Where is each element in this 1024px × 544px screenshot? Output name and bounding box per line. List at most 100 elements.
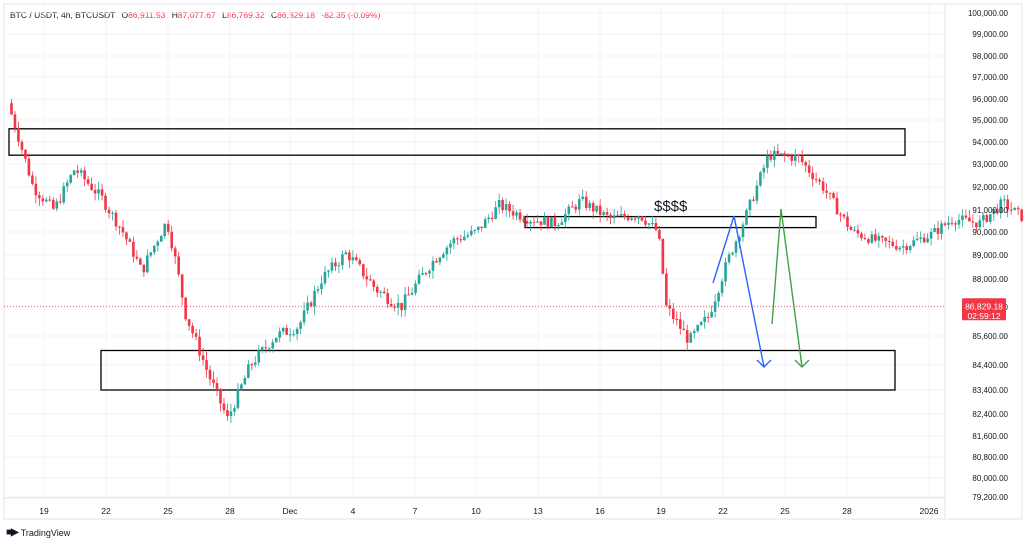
candle-body <box>428 270 431 274</box>
price-tick-label: 79,200.00 <box>972 493 1008 502</box>
candle-body <box>623 213 626 217</box>
candle-body <box>546 217 550 228</box>
candle-body <box>330 262 334 271</box>
candle-body <box>149 252 153 256</box>
candle-body <box>107 209 111 214</box>
candle-body <box>720 281 724 293</box>
candle-body <box>745 210 748 225</box>
candle-body <box>79 170 83 173</box>
candle-body <box>292 334 295 336</box>
candle-body <box>550 217 553 228</box>
candle-body <box>83 170 86 180</box>
candle-body <box>856 229 860 234</box>
candle-body <box>487 217 490 220</box>
candle-body <box>13 114 17 129</box>
candle-body <box>647 223 651 225</box>
candle-body <box>773 150 776 160</box>
candle-body <box>501 200 504 211</box>
candle-body <box>288 334 292 336</box>
candle-body <box>936 227 940 234</box>
candle-body <box>891 241 895 246</box>
candle-body <box>807 165 811 173</box>
current-price-label: 86,829.18 <box>965 302 1003 312</box>
candle-body <box>483 219 487 228</box>
price-tick-label: 95,000.00 <box>972 116 1008 125</box>
candle-body <box>567 206 571 214</box>
candle-body <box>24 149 27 159</box>
candle-body <box>114 212 118 227</box>
candle-body <box>442 254 445 258</box>
candle-body <box>804 162 807 166</box>
candle-body <box>619 213 623 216</box>
candle-body <box>355 257 358 261</box>
price-tick-label: 85,600.00 <box>972 332 1008 341</box>
candle-body <box>334 262 337 267</box>
candle-body <box>504 204 508 211</box>
candle-body <box>348 252 351 261</box>
tradingview-logo-icon: ■▶ <box>6 527 19 538</box>
candle-body <box>748 199 752 211</box>
price-tick-label: 84,400.00 <box>972 361 1008 370</box>
candle-body <box>598 205 602 215</box>
candle-body <box>368 279 372 281</box>
green-arrowhead <box>794 359 810 368</box>
candle-body <box>250 364 254 366</box>
candle-body <box>672 308 675 320</box>
candle-body <box>240 384 243 389</box>
time-tick-label: 19 <box>39 506 49 516</box>
current-price-badge-bg <box>962 298 1006 321</box>
candle-body <box>1016 207 1020 210</box>
candle-body <box>341 254 344 266</box>
candle-body <box>490 217 494 219</box>
candle-body <box>522 219 525 222</box>
price-tick-label: 91,000.00 <box>972 206 1008 215</box>
candle-body <box>125 232 128 240</box>
candle-body <box>912 240 915 246</box>
candle-body <box>539 221 543 225</box>
price-tick-label: 88,000.00 <box>972 275 1008 284</box>
price-tick-label: 93,000.00 <box>972 160 1008 169</box>
candle-body <box>233 408 236 412</box>
time-tick-label: 13 <box>533 506 543 516</box>
candle-body <box>870 234 874 243</box>
candle-body <box>20 141 24 150</box>
candles <box>10 99 1024 424</box>
candle-body <box>908 245 912 250</box>
candle-body <box>731 252 734 255</box>
candle-body <box>982 215 985 221</box>
time-tick-label: 28 <box>225 506 235 516</box>
candle-body <box>762 167 766 173</box>
forecast-arrows <box>712 208 810 368</box>
open-label: O <box>121 10 129 20</box>
candle-body <box>978 220 982 228</box>
candle-body <box>835 197 839 215</box>
candle-body <box>58 201 62 203</box>
candle-body <box>226 410 229 417</box>
candle-body <box>1002 199 1006 201</box>
candle-body <box>874 234 877 241</box>
candle-body <box>811 172 814 180</box>
candle-body <box>612 215 616 219</box>
candle-body <box>814 179 818 181</box>
candle-body <box>689 333 693 343</box>
candle-body <box>344 252 348 255</box>
tradingview-branding[interactable]: ■▶ TradingView <box>6 527 70 538</box>
current-price-badge: 86,829.18 02:59:12 <box>962 298 1006 321</box>
candle-body <box>884 237 888 241</box>
candle-body <box>800 156 804 163</box>
candle-body <box>180 274 184 298</box>
candle-body <box>975 222 978 228</box>
candle-body <box>696 325 699 332</box>
candle-body <box>828 192 832 194</box>
candle-body <box>665 273 668 306</box>
candle-body <box>564 213 567 223</box>
blue-forecast-arrow <box>712 215 765 368</box>
candle-body <box>860 233 863 239</box>
candle-body <box>557 224 560 227</box>
candle-body <box>459 239 463 241</box>
candle-body <box>560 222 564 225</box>
candle-body <box>480 226 484 228</box>
candle-body <box>10 103 13 115</box>
candle-body <box>755 185 759 201</box>
